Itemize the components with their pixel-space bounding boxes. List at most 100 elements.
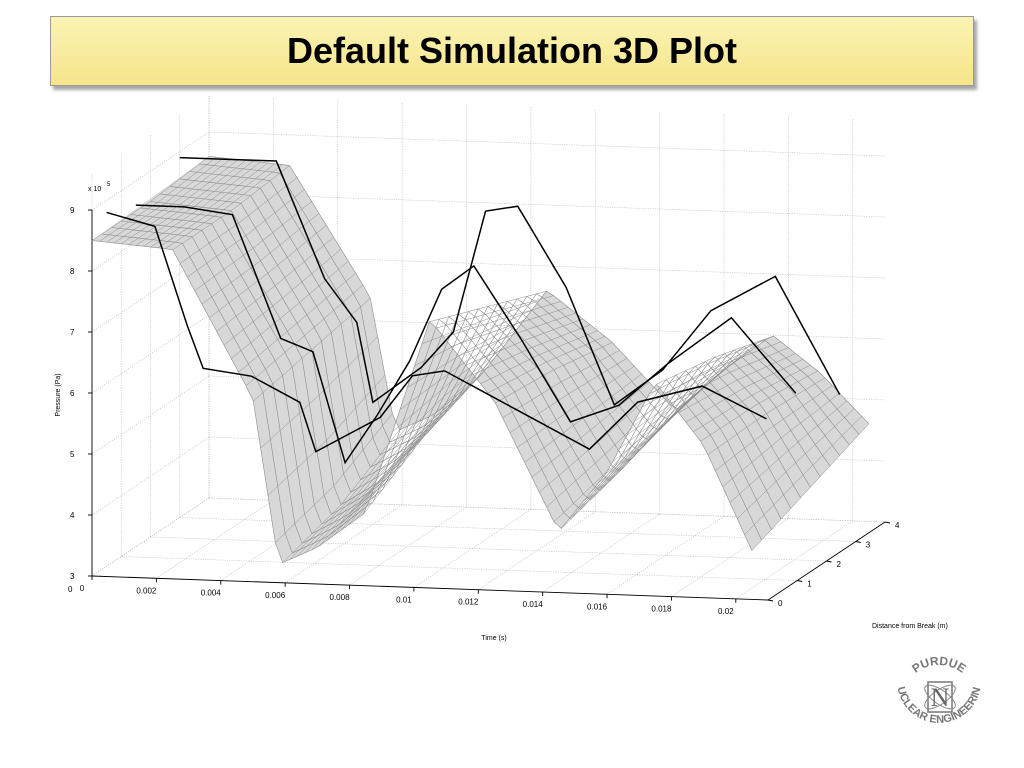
z-tick-label: 8 xyxy=(70,267,75,276)
surface-mesh-line xyxy=(304,419,422,554)
surface-mesh-line xyxy=(707,377,826,455)
surface-mesh-line xyxy=(363,375,481,515)
surface-mesh-line xyxy=(113,158,232,244)
surface-mesh-line xyxy=(407,319,525,388)
grid-line xyxy=(156,500,274,579)
surface-mesh-line xyxy=(370,366,488,498)
surface-mesh-line xyxy=(561,408,679,529)
surface-mesh-line xyxy=(231,260,349,359)
plot-grid xyxy=(91,95,886,601)
surface-mesh-line xyxy=(201,213,320,305)
surface-mesh-line xyxy=(539,389,657,493)
surface-mesh-line xyxy=(245,284,364,386)
pressure-surface xyxy=(91,156,870,564)
grid-line xyxy=(671,518,789,597)
z-tick-label: 4 xyxy=(70,511,75,520)
x-tick-label: 0.014 xyxy=(523,600,544,609)
grid-line xyxy=(606,516,725,595)
surface-mesh-line xyxy=(392,338,510,432)
z-exponent-label: 5 xyxy=(107,182,111,188)
surface-mesh-line xyxy=(634,349,752,422)
surface-mesh-line xyxy=(546,397,664,508)
y-tick-mark xyxy=(826,560,832,563)
y-axis-label: Distance from Break (m) xyxy=(872,623,948,630)
surface-mesh-line xyxy=(165,164,283,249)
surface-mesh-line xyxy=(326,406,444,541)
surface-mesh-line xyxy=(627,355,745,435)
surface-mesh-line xyxy=(172,165,290,250)
surface-mesh-line xyxy=(451,307,569,347)
surface-mesh-line xyxy=(187,189,305,278)
z-tick-label: 3 xyxy=(70,572,75,581)
surface-mesh-line xyxy=(311,416,430,550)
surface-mesh-line xyxy=(157,163,276,249)
surface-mesh-line xyxy=(597,377,716,484)
surface-mesh-line xyxy=(223,248,342,346)
y-tick-label: 0 xyxy=(778,599,783,608)
z-tick-label: 5 xyxy=(70,450,75,459)
surface-mesh-line xyxy=(128,160,246,245)
surface-mesh-line xyxy=(282,429,400,563)
x-tick-label: 0 xyxy=(68,585,73,594)
surface-mesh-line xyxy=(663,341,782,394)
surface-mesh-line xyxy=(121,159,239,244)
measured-pressure-line xyxy=(179,156,841,406)
grid-line xyxy=(121,556,798,581)
plot-labels: 0 0.002 0.004 0.006 0.008 0.01 0.012 0.014 0.016… xyxy=(55,182,948,642)
grid-line xyxy=(150,536,827,562)
surface-mesh-line xyxy=(678,353,796,413)
surface-mesh-line xyxy=(355,381,474,520)
surface-mesh-line xyxy=(399,328,518,410)
surface-mesh-line xyxy=(267,374,386,496)
x-tick-label: 0 xyxy=(80,584,85,593)
surface-mesh-line xyxy=(297,423,415,557)
z-tick-label: 7 xyxy=(70,328,75,337)
grid-line xyxy=(91,253,210,333)
z-tick-label: 9 xyxy=(70,206,75,215)
y-tick-label: 2 xyxy=(837,560,842,569)
z-tick-label: 6 xyxy=(70,389,75,398)
surface-mesh-line xyxy=(333,400,452,536)
y-tick-mark xyxy=(767,599,774,602)
slide-title-banner: Default Simulation 3D Plot xyxy=(50,16,974,86)
grid-line xyxy=(91,314,210,394)
surface-mesh-line xyxy=(135,161,254,246)
surface-mesh-line xyxy=(751,423,870,551)
surface-mesh-line xyxy=(722,392,840,487)
x-tick-label: 0.01 xyxy=(396,595,412,604)
purdue-nuclear-engineering-logo: PURDUE NUCLEAR ENGINEERING N xyxy=(880,641,994,750)
surface-mesh-line xyxy=(480,330,598,384)
surface-mesh-line xyxy=(429,291,547,322)
surface-mesh-line xyxy=(517,365,635,448)
svg-text:PURDUE: PURDUE xyxy=(909,654,968,676)
surface-mesh-line xyxy=(275,413,393,543)
surface-mesh-line xyxy=(502,350,620,419)
surface-mesh-line xyxy=(685,359,804,423)
grid-line xyxy=(208,131,886,157)
surface-mesh-line xyxy=(744,415,862,535)
surface-mesh-line xyxy=(238,272,356,373)
surface-mesh-line xyxy=(150,162,268,248)
surface-mesh-line xyxy=(421,300,540,344)
logo-letter: N xyxy=(931,683,950,712)
surface-mesh-line xyxy=(656,335,774,385)
surface-mesh-line xyxy=(700,370,818,442)
x-tick-label: 0.004 xyxy=(201,589,222,598)
measured-lines xyxy=(106,156,841,465)
surface-mesh-line xyxy=(619,360,738,449)
surface-mesh-line xyxy=(319,412,437,547)
surface-mesh-line xyxy=(487,336,606,394)
surface-mesh-line xyxy=(531,381,650,478)
surface-mesh-line xyxy=(414,310,532,366)
plot-axes xyxy=(88,209,891,603)
surface-mesh-line xyxy=(693,364,811,432)
y-tick-mark xyxy=(855,541,861,543)
measured-pressure-line xyxy=(106,211,767,453)
surface-mesh-line xyxy=(260,336,378,449)
surface-mesh-line xyxy=(509,358,628,433)
surface-mesh-line xyxy=(194,201,312,291)
x-tick-label: 0.006 xyxy=(265,591,286,600)
surface-mesh-line xyxy=(612,365,730,463)
z-multiplier-label: x 10 xyxy=(88,186,101,193)
